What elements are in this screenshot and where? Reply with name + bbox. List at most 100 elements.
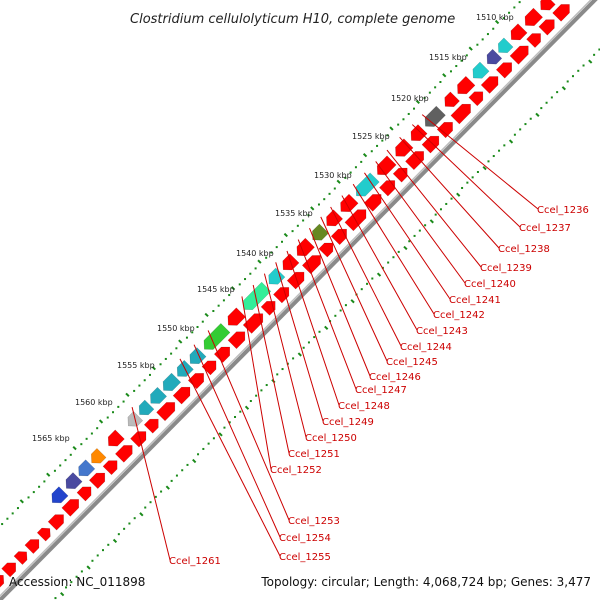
minor-tick [302,219,305,222]
gene-arrow [51,486,69,504]
major-tick [46,472,51,477]
minor-tick [228,421,231,424]
leader-line [399,136,500,249]
minor-tick [69,453,72,456]
minor-tick [360,160,363,163]
minor-tick [397,250,400,253]
leader-line [386,149,482,268]
gene-arrow [107,429,125,447]
major-tick [112,538,118,544]
minor-tick [344,176,347,179]
minor-tick [439,208,442,211]
gene-label-ccel-1255: Ccel_1255 [279,552,331,563]
minor-tick [64,459,67,462]
map-title: Clostridium cellulolyticum H10, complete… [130,12,455,27]
minor-tick [275,246,278,249]
minor-tick [265,384,268,387]
gene-arrow [450,103,471,125]
minor-tick [291,230,294,233]
gene-arrow [395,138,414,157]
minor-tick [513,6,516,9]
minor-tick [434,86,437,89]
minor-tick [281,368,284,371]
gene-arrow [138,399,155,416]
minor-tick [545,101,548,104]
leader-line [193,344,281,538]
major-tick [192,458,197,464]
minor-tick [556,91,559,94]
gene-label-ccel-1243: Ccel_1243 [416,326,468,337]
gene-arrow [296,237,315,257]
kbp-label: 1510 kbp [476,13,514,22]
minor-tick [170,479,173,482]
minor-tick [133,517,136,520]
major-tick [72,445,77,451]
minor-tick [164,357,167,360]
minor-tick [508,11,511,14]
major-tick [442,73,447,78]
major-tick [257,259,262,264]
minor-tick [70,581,73,584]
leader-line [352,183,435,315]
leader-line [286,250,340,406]
minor-tick [387,261,390,264]
gene-label-ccel-1236: Ccel_1236 [537,205,589,216]
gene-label-ccel-1250: Ccel_1250 [305,433,357,444]
minor-tick [465,54,468,57]
minor-tick [149,501,152,504]
gene-label-ccel-1242: Ccel_1242 [433,310,485,321]
minor-tick [112,411,115,414]
major-tick [86,565,91,570]
gene-arrow [436,122,453,139]
minor-tick [360,288,363,291]
gene-arrow [24,539,40,554]
kbp-label: 1565 kbp [32,434,70,443]
gene-arrow [260,300,276,316]
major-tick [376,272,382,277]
minor-tick [413,234,416,237]
gene-arrow [524,7,544,26]
minor-tick [376,144,379,147]
minor-tick [296,224,299,227]
gene-arrow [363,194,382,212]
minor-tick [323,198,326,201]
kbp-label: 1555 kbp [117,361,155,370]
major-tick [324,325,329,330]
minor-tick [117,405,120,408]
gene-arrow [273,287,290,304]
leader-line [179,358,281,557]
minor-tick [249,400,252,403]
minor-tick [80,443,83,446]
leader-line [263,273,307,438]
minor-tick [238,283,241,286]
major-tick [415,99,421,105]
forward-genes [0,4,570,588]
kbp-label: 1515 kbp [429,53,467,62]
minor-tick [175,474,178,477]
major-tick [350,299,355,304]
accession-text: Accession: NC_011898 [9,575,145,589]
minor-tick [466,181,469,184]
minor-tick [16,507,19,510]
gene-labels: Ccel_1236 Ccel_1237 Ccel_1238 Ccel_1239 Ccel… [169,205,589,567]
leader-line [252,284,290,454]
gene-arrow [227,331,246,350]
minor-tick [280,240,283,243]
minor-tick [255,394,258,397]
minor-tick [402,118,405,121]
leader-line [341,195,418,331]
major-tick [389,126,394,131]
minor-tick [423,96,426,99]
leader-line [375,161,466,284]
minor-tick [11,512,14,515]
minor-tick [370,150,373,153]
minor-tick [481,38,484,41]
minor-tick [128,522,131,525]
gene-arrow [189,347,207,365]
gene-label-ccel-1247: Ccel_1247 [355,385,407,396]
major-tick [19,499,24,504]
minor-tick [524,123,527,126]
